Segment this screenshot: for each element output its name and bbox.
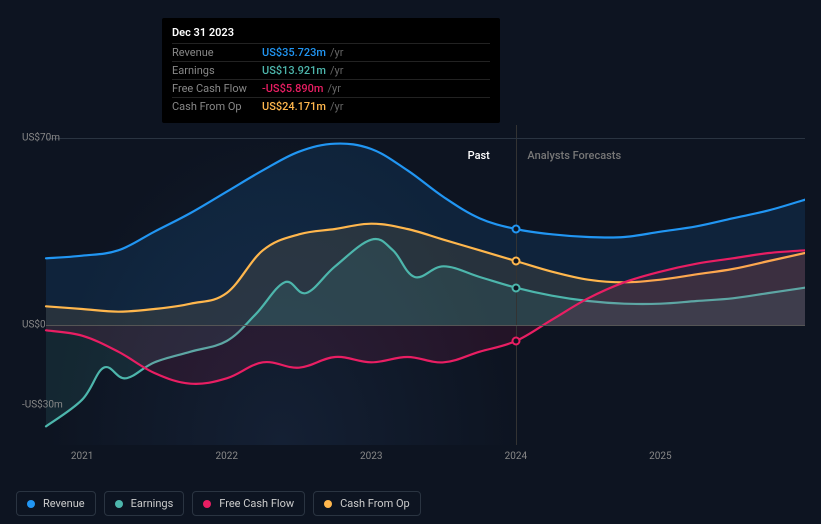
x-tick-label: 2023 xyxy=(360,451,382,462)
marker-earnings xyxy=(511,283,520,292)
chart-tooltip: Dec 31 2023 RevenueUS$35.723m/yrEarnings… xyxy=(162,18,500,123)
tooltip-metric-label: Revenue xyxy=(172,46,262,59)
tooltip-date: Dec 31 2023 xyxy=(172,26,490,39)
tooltip-metric-unit: /yr xyxy=(330,100,343,113)
marker-cash-from-op xyxy=(511,257,520,266)
tooltip-metric-value: -US$5.890m xyxy=(262,82,324,95)
earnings-chart[interactable]: US$70mUS$0-US$30m 20212022202320242025 P… xyxy=(16,125,805,455)
legend-item-revenue[interactable]: Revenue xyxy=(16,491,96,516)
legend-item-free-cash-flow[interactable]: Free Cash Flow xyxy=(192,491,305,516)
gridline xyxy=(46,325,805,326)
gridline xyxy=(46,138,805,139)
legend-label: Free Cash Flow xyxy=(219,497,294,510)
tooltip-metric-unit: /yr xyxy=(330,64,343,77)
tooltip-metric-label: Free Cash Flow xyxy=(172,82,262,95)
y-tick-label: US$0 xyxy=(22,320,46,331)
tooltip-metric-unit: /yr xyxy=(328,82,341,95)
legend-label: Revenue xyxy=(43,497,85,510)
tooltip-rows: RevenueUS$35.723m/yrEarningsUS$13.921m/y… xyxy=(172,43,490,115)
y-tick-label: -US$30m xyxy=(22,400,63,411)
tooltip-metric-value: US$24.171m xyxy=(262,100,326,113)
legend-item-earnings[interactable]: Earnings xyxy=(104,491,185,516)
marker-revenue xyxy=(511,225,520,234)
legend-label: Earnings xyxy=(131,497,174,510)
marker-free-cash-flow xyxy=(511,337,520,346)
legend-dot-icon xyxy=(203,500,211,508)
tooltip-row: EarningsUS$13.921m/yr xyxy=(172,61,490,79)
tooltip-row: RevenueUS$35.723m/yr xyxy=(172,43,490,61)
legend-dot-icon xyxy=(27,500,35,508)
tooltip-metric-value: US$35.723m xyxy=(262,46,326,59)
chart-svg xyxy=(16,125,805,445)
legend-item-cash-from-op[interactable]: Cash From Op xyxy=(313,491,421,516)
region-label: Analysts Forecasts xyxy=(527,149,621,162)
tooltip-metric-label: Earnings xyxy=(172,64,262,77)
legend-dot-icon xyxy=(324,500,332,508)
x-tick-label: 2024 xyxy=(505,451,527,462)
tooltip-row: Cash From OpUS$24.171m/yr xyxy=(172,97,490,115)
legend-label: Cash From Op xyxy=(340,497,410,510)
tooltip-metric-value: US$13.921m xyxy=(262,64,326,77)
chart-legend: Revenue Earnings Free Cash Flow Cash From O… xyxy=(16,491,421,516)
legend-dot-icon xyxy=(115,500,123,508)
x-tick-label: 2022 xyxy=(215,451,237,462)
tooltip-metric-label: Cash From Op xyxy=(172,100,262,113)
tooltip-metric-unit: /yr xyxy=(330,46,343,59)
tooltip-row: Free Cash Flow-US$5.890m/yr xyxy=(172,79,490,97)
x-tick-label: 2021 xyxy=(71,451,93,462)
region-label: Past xyxy=(468,149,490,162)
x-tick-label: 2025 xyxy=(649,451,671,462)
y-tick-label: US$70m xyxy=(22,133,60,144)
